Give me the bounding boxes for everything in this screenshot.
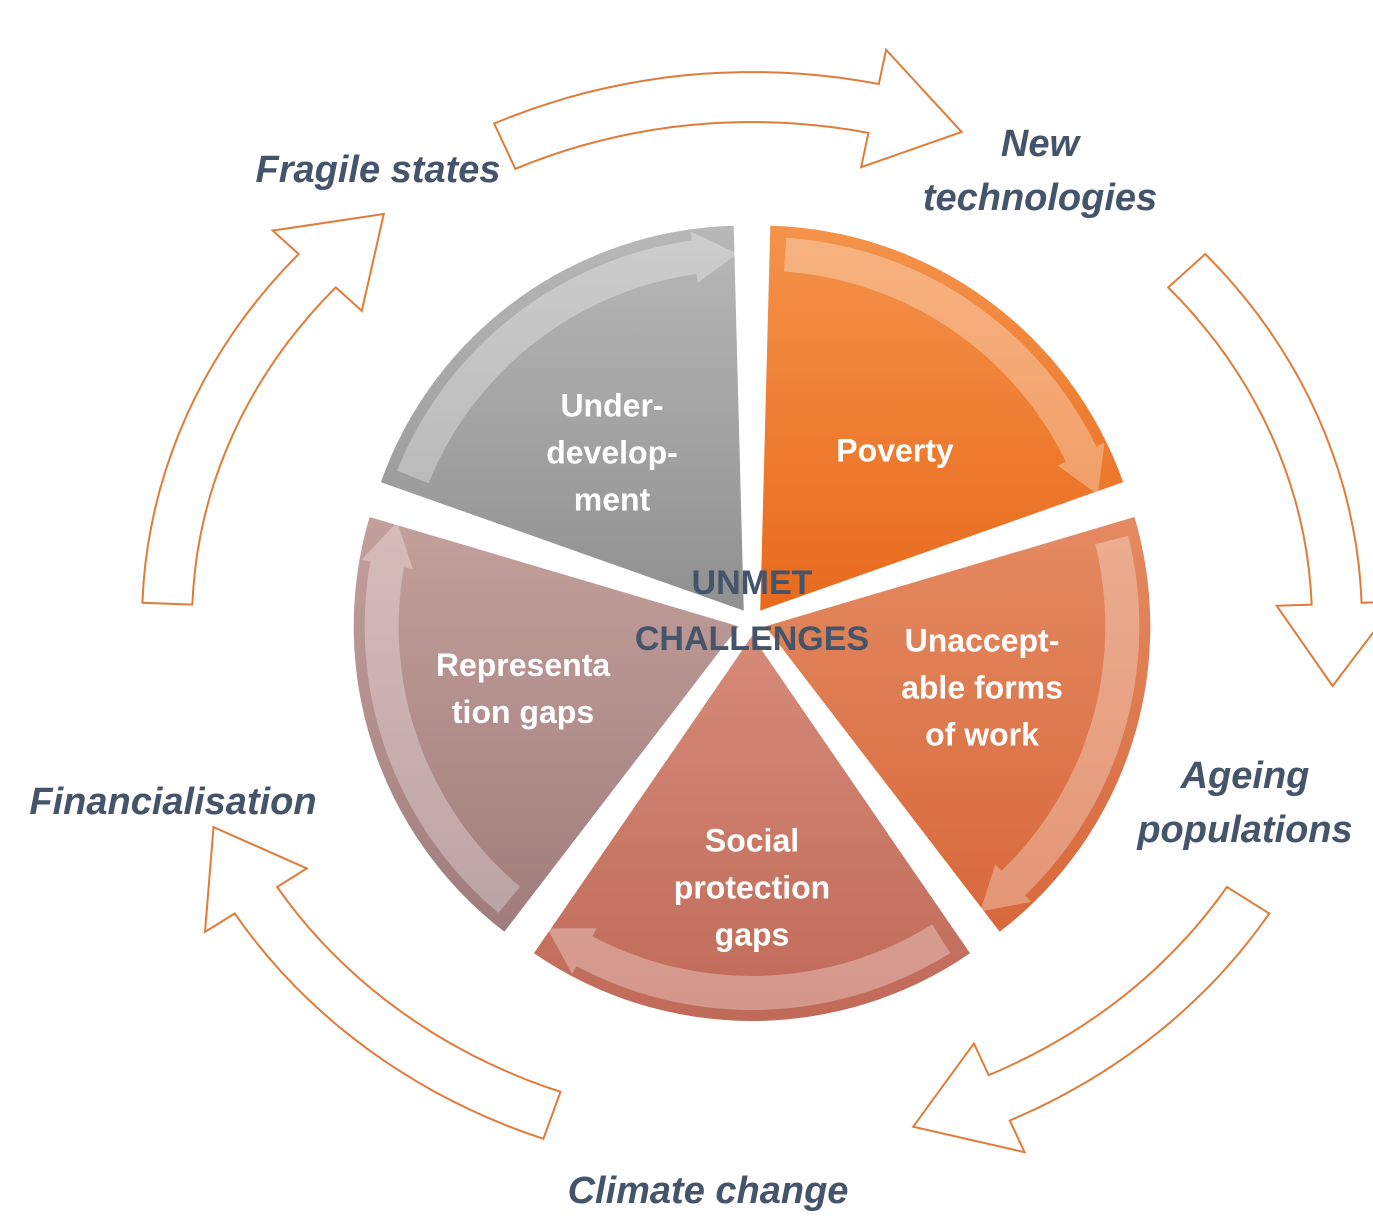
segment-label: develop-	[546, 434, 678, 470]
segment-label: Representa	[436, 647, 611, 683]
segment-label: Unaccept-	[905, 622, 1060, 658]
segment	[765, 516, 1151, 932]
outer-label: Fragile states	[256, 149, 501, 191]
segment-label: of work	[925, 716, 1039, 752]
segment-label: gaps	[715, 916, 790, 952]
outer-label: Climate change	[568, 1170, 849, 1212]
segment-label: Under-	[560, 387, 663, 423]
outer-label: New	[1001, 123, 1082, 165]
cycle-arrow	[141, 212, 386, 606]
segment-label: tion gaps	[452, 694, 594, 730]
segment-label: ment	[574, 481, 651, 517]
outer-label: Ageing	[1180, 755, 1310, 797]
cycle-arrow	[911, 885, 1271, 1154]
segment	[760, 225, 1124, 611]
cycle-arrow	[203, 825, 562, 1141]
center-label: CHALLENGES	[635, 620, 869, 658]
outer-label: populations	[1136, 809, 1352, 851]
cycle-arrow	[1166, 252, 1373, 688]
cycle-arrow	[492, 47, 964, 171]
center-label: UNMET	[692, 564, 813, 602]
segment-arrow-band	[364, 561, 521, 913]
segment	[380, 225, 744, 611]
outer-label: technologies	[923, 177, 1157, 219]
segment-arrow-band	[576, 924, 951, 1010]
segment-arrow-head	[361, 521, 413, 569]
segment-arrow-band	[1001, 535, 1140, 896]
segment-label: Social	[705, 822, 799, 858]
segment	[533, 636, 971, 1021]
outer-label: Financialisation	[29, 781, 316, 823]
segment-arrow-head	[690, 231, 738, 283]
segment	[353, 516, 739, 932]
segment-arrow-band	[783, 237, 1097, 462]
segment-arrow-head	[1057, 442, 1105, 495]
segment-arrow-head	[980, 864, 1032, 912]
segment-label: able forms	[901, 669, 1063, 705]
segment-arrow-band	[397, 240, 697, 484]
segment-label: protection	[674, 869, 830, 905]
segment-label: Poverty	[836, 432, 954, 468]
segment-arrow-head	[547, 928, 597, 975]
